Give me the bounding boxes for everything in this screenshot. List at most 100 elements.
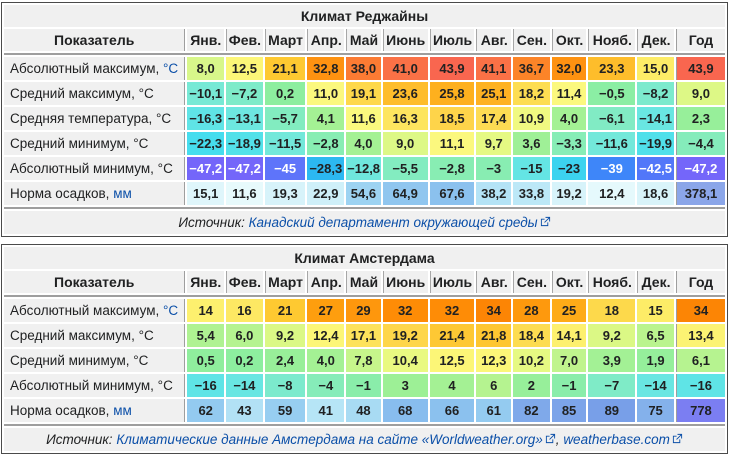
value-cell: −22,3 (187, 132, 225, 155)
value-cell: −8 (264, 374, 306, 397)
value-cell: 54,6 (346, 182, 381, 205)
year-header-cell: Год (675, 29, 725, 51)
value-cell: −7,2 (226, 82, 263, 105)
value-cell: 3,6 (513, 132, 550, 155)
month-header-cell: Нояб. (588, 271, 636, 293)
row-label-text: Средний минимум, (10, 353, 134, 368)
value-cell: 18,2 (513, 82, 550, 105)
table-row: Абсолютный максимум, °C 8,0 12,5 21,1 32,8 38… (4, 57, 725, 80)
month-header-cell: Июль (429, 271, 475, 293)
value-cell: −11,6 (588, 132, 636, 155)
value-cell: 21,1 (264, 57, 306, 80)
month-header-cell: Июль (429, 29, 475, 51)
value-cell: 32 (382, 299, 428, 322)
value-cell: −47,2 (187, 157, 225, 180)
value-cell: 41,1 (476, 57, 512, 80)
value-cell: −10,1 (187, 82, 225, 105)
value-cell: 14 (187, 299, 225, 322)
table-title: Климат Реджайны (4, 5, 725, 27)
month-header-cell: Март (264, 29, 306, 51)
value-cell: −14,1 (637, 107, 674, 130)
row-label: Абсолютный максимум, °C (4, 57, 186, 80)
value-cell: 43,9 (429, 57, 475, 80)
value-cell: 11,6 (346, 107, 381, 130)
value-cell: −1 (551, 374, 587, 397)
source-link[interactable]: weatherbase.com (563, 432, 670, 447)
month-header-cell: Июнь (382, 29, 428, 51)
month-header-cell: Янв. (187, 29, 225, 51)
value-cell: −6,1 (588, 107, 636, 130)
value-cell: 2 (513, 374, 550, 397)
value-cell: 21 (264, 299, 306, 322)
value-cell: −0,5 (588, 82, 636, 105)
value-cell: 11,6 (226, 182, 263, 205)
value-cell: −18,9 (226, 132, 263, 155)
row-label: Средний минимум, °C (4, 132, 186, 155)
unit-text: °C (157, 378, 173, 393)
value-cell: 4,0 (307, 349, 345, 372)
value-cell: −5,5 (382, 157, 428, 180)
value-cell: 41 (307, 399, 345, 422)
unit-link[interactable]: мм (113, 186, 132, 201)
value-cell: 0,2 (226, 349, 263, 372)
table-row: Средняя температура, °C −16,3 −13,1 −5,7 4,1… (4, 107, 725, 130)
unit-link[interactable]: мм (113, 403, 132, 418)
value-cell: 64,9 (382, 182, 428, 205)
table-row: Средний минимум, °C −22,3 −18,9 −11,5 −2,8 4,… (4, 132, 725, 155)
value-cell: 25 (551, 299, 587, 322)
value-cell: 22,9 (307, 182, 345, 205)
month-header-cell: Авг. (476, 29, 512, 51)
value-cell: 7,0 (551, 349, 587, 372)
value-cell: −4,4 (675, 132, 725, 155)
value-cell: 89 (588, 399, 636, 422)
row-label-text: Средний максимум, (10, 86, 139, 101)
value-cell: 43,9 (675, 57, 725, 80)
source-link[interactable]: Климатические данные Амстердама на сайте… (116, 432, 543, 447)
table-title: Климат Амстердама (4, 247, 725, 269)
table-row: Норма осадков, мм 15,1 11,6 19,3 22,9 54,6 64,… (4, 182, 725, 205)
value-cell: 67,6 (429, 182, 475, 205)
table-row: Норма осадков, мм 62 43 59 41 48 68 66 61 82 85 89 7… (4, 399, 725, 422)
month-header-cell: Нояб. (588, 29, 636, 51)
value-cell: 59 (264, 399, 306, 422)
month-header-cell: Сен. (513, 29, 550, 51)
unit-link[interactable]: °C (163, 303, 179, 318)
unit-text: °C (138, 86, 154, 101)
value-cell: 0,2 (264, 82, 306, 105)
unit-text: °C (138, 328, 154, 343)
row-label-text: Средний максимум, (10, 328, 139, 343)
month-header-cell: Окт. (551, 271, 587, 293)
value-cell: 61 (476, 399, 512, 422)
row-label-text: Абсолютный максимум, (10, 303, 163, 318)
value-cell: −19,9 (637, 132, 674, 155)
source-link[interactable]: Канадский департамент окружающей среды (248, 215, 538, 230)
row-label: Норма осадков, мм (4, 399, 186, 422)
value-cell: 15,1 (187, 182, 225, 205)
value-cell: 38,0 (346, 57, 381, 80)
value-cell: 32,0 (551, 57, 587, 80)
indicator-header-cell: Показатель (4, 271, 186, 293)
value-cell: 66 (429, 399, 475, 422)
unit-text: °C (133, 353, 149, 368)
source-text: Источник: (46, 432, 117, 447)
header-divider-band (4, 295, 725, 297)
month-header-cell: Фев. (226, 271, 263, 293)
month-header-cell: Март (264, 271, 306, 293)
row-label-text: Норма осадков, (10, 403, 114, 418)
value-cell: −28,3 (307, 157, 345, 180)
unit-text: °C (133, 136, 149, 151)
value-cell: −3,3 (551, 132, 587, 155)
value-cell: 15,0 (637, 57, 674, 80)
value-cell: 9,0 (675, 82, 725, 105)
row-label: Абсолютный минимум, °C (4, 374, 186, 397)
value-cell: 12,3 (476, 349, 512, 372)
value-cell: 33,8 (513, 182, 550, 205)
value-cell: 16,3 (382, 107, 428, 130)
table-row: Абсолютный максимум, °C 14 16 21 27 29 32 32 34 2… (4, 299, 725, 322)
value-cell: 4 (429, 374, 475, 397)
value-cell: 10,9 (513, 107, 550, 130)
row-label: Средний максимум, °C (4, 82, 186, 105)
month-header-cell: Апр. (307, 271, 345, 293)
unit-link[interactable]: °C (163, 61, 179, 76)
row-label: Средний максимум, °C (4, 324, 186, 347)
